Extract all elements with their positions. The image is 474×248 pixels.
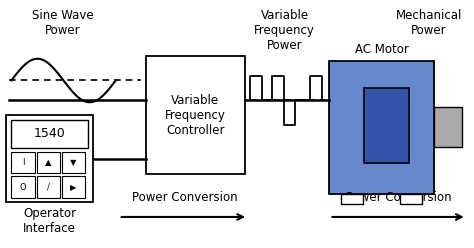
Text: O: O <box>19 183 26 192</box>
Bar <box>400 194 422 204</box>
Bar <box>434 107 462 148</box>
Text: Mechanical
Power: Mechanical Power <box>396 9 462 37</box>
Text: /: / <box>46 183 50 192</box>
Text: ▼: ▼ <box>70 158 76 167</box>
Text: Power Conversion: Power Conversion <box>346 191 452 204</box>
Text: I: I <box>22 158 24 167</box>
Text: ▲: ▲ <box>45 158 51 167</box>
Text: AC Motor: AC Motor <box>355 43 409 56</box>
Text: Operator
Interface: Operator Interface <box>23 207 76 235</box>
Bar <box>329 61 434 194</box>
Text: 1540: 1540 <box>34 127 65 140</box>
Text: ▶: ▶ <box>70 183 76 192</box>
Bar <box>36 176 60 198</box>
Bar <box>62 152 85 173</box>
Bar <box>146 56 245 174</box>
Bar <box>11 152 35 173</box>
Bar <box>341 194 363 204</box>
Bar <box>6 115 93 202</box>
Bar <box>36 152 60 173</box>
Text: Sine Wave
Power: Sine Wave Power <box>32 9 94 37</box>
Bar <box>11 120 88 148</box>
Bar <box>62 176 85 198</box>
Text: Power Conversion: Power Conversion <box>133 191 238 204</box>
Text: Variable
Frequency
Power: Variable Frequency Power <box>254 9 315 52</box>
Bar <box>364 88 409 162</box>
Text: Variable
Frequency
Controller: Variable Frequency Controller <box>165 93 226 137</box>
Bar <box>11 176 35 198</box>
